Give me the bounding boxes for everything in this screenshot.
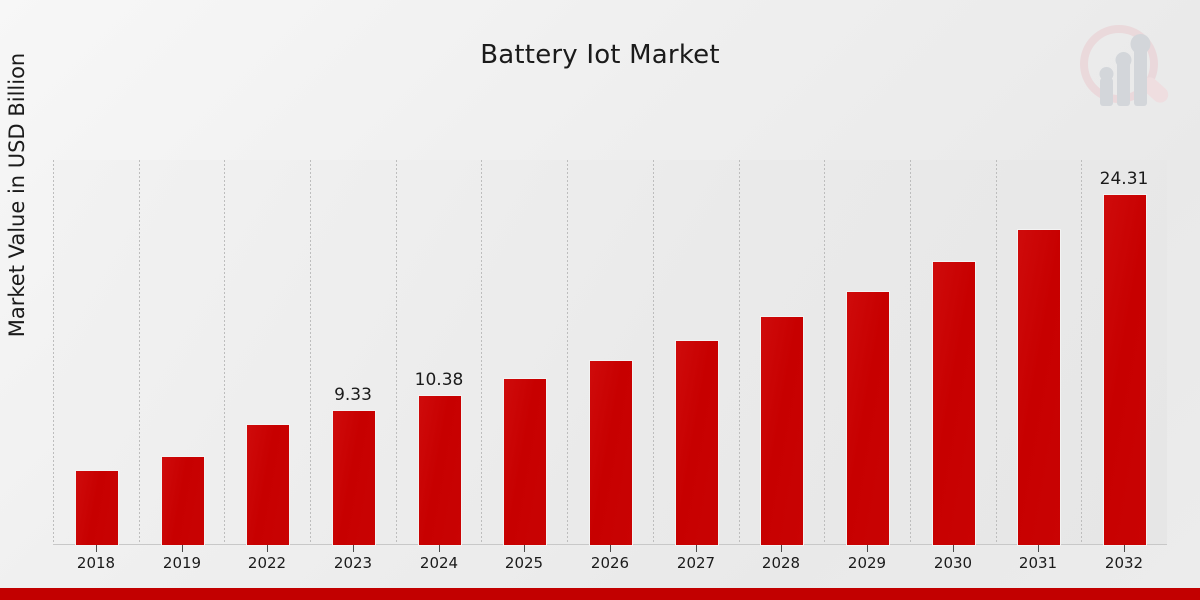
gridline-vertical bbox=[567, 160, 568, 544]
chart-title: Battery Iot Market bbox=[480, 40, 720, 70]
x-tick-mark-2030 bbox=[953, 545, 954, 552]
x-tick-label-2030: 2030 bbox=[933, 554, 973, 572]
x-tick-label-2025: 2025 bbox=[504, 554, 544, 572]
gridline-vertical bbox=[310, 160, 311, 544]
x-tick-label-2022: 2022 bbox=[247, 554, 287, 572]
bar-2026[interactable] bbox=[589, 360, 633, 546]
bar-2030[interactable] bbox=[932, 261, 976, 546]
bar-value-label-2023: 9.33 bbox=[334, 385, 372, 405]
x-tick-mark-2019 bbox=[182, 545, 183, 552]
x-tick-label-2027: 2027 bbox=[676, 554, 716, 572]
bottom-accent-band bbox=[0, 588, 1200, 600]
x-tick-mark-2027 bbox=[696, 545, 697, 552]
x-tick-label-2018: 2018 bbox=[76, 554, 116, 572]
bar-2024[interactable] bbox=[418, 395, 462, 546]
gridline-vertical bbox=[139, 160, 140, 544]
gridline-vertical bbox=[1081, 160, 1082, 544]
x-tick-mark-2022 bbox=[267, 545, 268, 552]
gridline-vertical bbox=[996, 160, 997, 544]
x-tick-mark-2031 bbox=[1038, 545, 1039, 552]
x-tick-mark-2026 bbox=[610, 545, 611, 552]
gridline-vertical bbox=[910, 160, 911, 544]
x-tick-mark-2024 bbox=[439, 545, 440, 552]
x-tick-label-2028: 2028 bbox=[761, 554, 801, 572]
gridline-vertical bbox=[481, 160, 482, 544]
x-tick-label-2032: 2032 bbox=[1104, 554, 1144, 572]
gridline-vertical bbox=[653, 160, 654, 544]
x-tick-mark-2028 bbox=[781, 545, 782, 552]
x-tick-label-2026: 2026 bbox=[590, 554, 630, 572]
gridline-vertical bbox=[739, 160, 740, 544]
gridline-vertical bbox=[396, 160, 397, 544]
x-tick-label-2019: 2019 bbox=[162, 554, 202, 572]
x-tick-label-2024: 2024 bbox=[419, 554, 459, 572]
bar-2029[interactable] bbox=[846, 291, 890, 546]
bar-2027[interactable] bbox=[675, 340, 719, 546]
gridline-vertical bbox=[824, 160, 825, 544]
bar-2022[interactable] bbox=[246, 424, 290, 546]
bar-value-label-2024: 10.38 bbox=[414, 370, 464, 390]
x-tick-label-2029: 2029 bbox=[847, 554, 887, 572]
bar-2032[interactable] bbox=[1103, 194, 1147, 546]
x-tick-label-2031: 2031 bbox=[1018, 554, 1058, 572]
market-research-magnifier-logo bbox=[1080, 25, 1169, 106]
x-tick-mark-2018 bbox=[96, 545, 97, 552]
bar-2028[interactable] bbox=[760, 316, 804, 546]
gridline-vertical bbox=[53, 160, 54, 544]
x-tick-mark-2029 bbox=[867, 545, 868, 552]
bar-2023[interactable] bbox=[332, 410, 376, 546]
x-tick-mark-2032 bbox=[1124, 545, 1125, 552]
bar-2025[interactable] bbox=[503, 378, 547, 546]
x-tick-mark-2023 bbox=[353, 545, 354, 552]
y-axis-title: Market Value in USD Billion bbox=[5, 52, 29, 338]
bar-2018[interactable] bbox=[75, 470, 119, 546]
x-tick-label-2023: 2023 bbox=[333, 554, 373, 572]
bar-2031[interactable] bbox=[1017, 229, 1061, 546]
gridline-vertical bbox=[224, 160, 225, 544]
bar-value-label-2032: 24.31 bbox=[1099, 169, 1149, 189]
bar-2019[interactable] bbox=[161, 456, 205, 546]
x-tick-mark-2025 bbox=[524, 545, 525, 552]
